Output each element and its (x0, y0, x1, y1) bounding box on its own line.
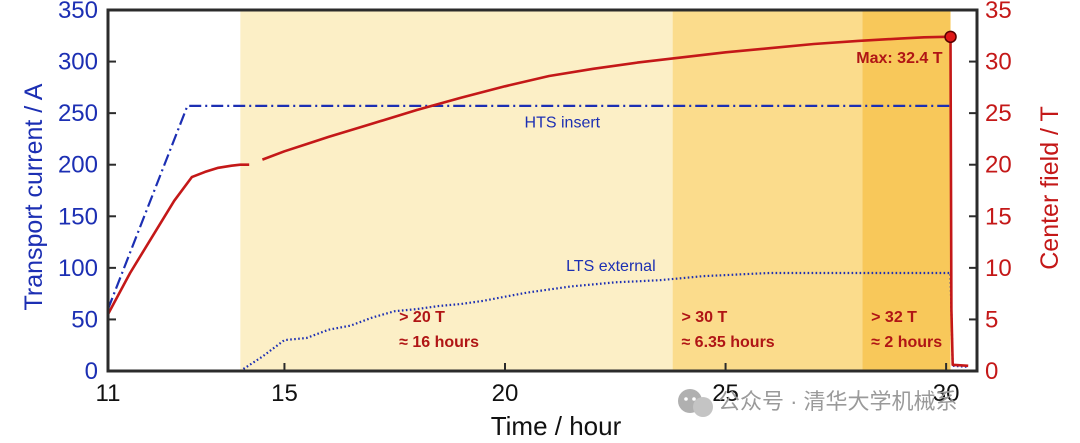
right-tick-label: 20 (985, 152, 1012, 179)
watermark-text: 公众号 · 清华大学机械系 (718, 389, 958, 414)
region-3-label-line1: > 32 T (871, 309, 917, 326)
right-tick-label: 10 (985, 255, 1012, 282)
series-label-lts-external: LTS external (566, 258, 656, 275)
wechat-icon (678, 389, 713, 417)
left-axis-title: Transport current / A (20, 83, 48, 310)
region-2-label-line2: ≈ 6.35 hours (681, 334, 774, 351)
region-1 (240, 10, 673, 371)
x-axis: 11 15 20 25 30 (96, 363, 960, 407)
left-tick-label: 200 (58, 152, 98, 179)
right-tick-label: 35 (985, 0, 1012, 24)
region-1-label-line1: > 20 T (399, 309, 445, 326)
right-tick-label: 30 (985, 49, 1012, 76)
annotations: > 20 T ≈ 16 hours > 30 T ≈ 6.35 hours > 32 T… (399, 30, 957, 351)
series-hts-insert (106, 104, 951, 310)
series-label-hts-insert: HTS insert (525, 115, 601, 132)
left-tick-label: 350 (58, 0, 98, 24)
region-3 (862, 10, 951, 371)
shaded-regions (240, 10, 951, 371)
x-tick-label: 15 (271, 380, 298, 407)
region-2-label-line1: > 30 T (681, 309, 727, 326)
right-tick-label: 15 (985, 203, 1012, 230)
right-tick-label: 5 (985, 306, 998, 333)
region-3-label-line2: ≈ 2 hours (871, 334, 942, 351)
right-axis-title: Center field / T (1036, 106, 1064, 270)
left-axis: 0 50 100 150 200 250 300 350 (58, 0, 116, 385)
region-2 (672, 10, 863, 371)
left-tick-label: 150 (58, 203, 98, 230)
max-marker (944, 30, 957, 44)
left-tick-label: 100 (58, 255, 98, 282)
right-axis: 0 5 10 15 20 25 30 35 (969, 0, 1012, 385)
right-tick-label: 0 (985, 358, 998, 385)
right-tick-label: 25 (985, 100, 1012, 127)
left-tick-label: 300 (58, 49, 98, 76)
left-tick-label: 250 (58, 100, 98, 127)
series-lts-external (108, 271, 969, 373)
x-axis-title: Time / hour (491, 411, 622, 441)
plot-frame (106, 8, 979, 373)
series-center-field (106, 163, 250, 315)
x-tick-label: 11 (96, 380, 121, 407)
left-tick-label: 50 (71, 306, 98, 333)
x-tick-label: 25 (712, 380, 739, 407)
x-tick-label: 30 (933, 380, 960, 407)
watermark: 公众号 · 清华大学机械系 (678, 389, 958, 417)
region-1-label-line2: ≈ 16 hours (399, 334, 479, 351)
left-tick-label: 0 (85, 358, 98, 385)
max-marker-label: Max: 32.4 T (856, 50, 942, 67)
x-tick-label: 20 (492, 380, 519, 407)
